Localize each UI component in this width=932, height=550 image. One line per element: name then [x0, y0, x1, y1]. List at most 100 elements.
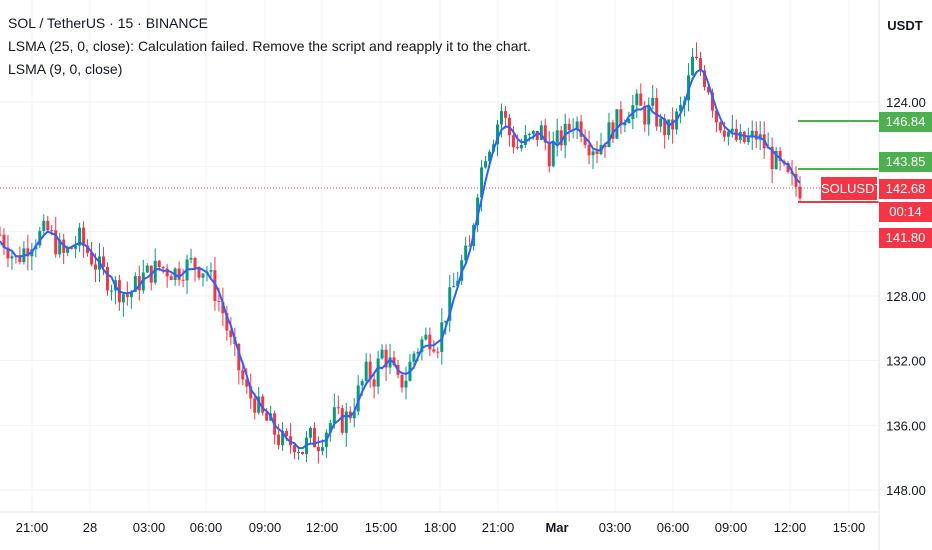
- candle-body: [340, 408, 344, 433]
- candle-body: [94, 264, 98, 270]
- time-tick-label: 03:00: [133, 520, 166, 535]
- candle-body: [285, 430, 289, 437]
- time-tick-label: 28: [83, 520, 97, 535]
- candle-body: [189, 258, 193, 260]
- candle-body: [54, 230, 58, 255]
- candle-body: [718, 122, 722, 131]
- red-level-tag: 141.80: [879, 228, 932, 248]
- candle-body: [539, 125, 543, 140]
- quote-currency-button[interactable]: USDT: [887, 18, 923, 33]
- candle-body: [70, 247, 74, 249]
- candle-body: [575, 121, 579, 130]
- candle-body: [368, 361, 372, 380]
- time-tick-label: 18:00: [424, 520, 457, 535]
- candle-body: [181, 279, 185, 281]
- candle-body: [129, 291, 133, 298]
- symbol-title[interactable]: SOL / TetherUS · 15 · BINANCE: [8, 15, 208, 31]
- candle-body: [615, 109, 619, 139]
- candle-body: [169, 276, 173, 280]
- candle-body: [336, 407, 340, 409]
- candle-body: [746, 137, 750, 143]
- candle-body: [774, 150, 778, 170]
- candle-body: [691, 56, 695, 76]
- candle-body: [428, 334, 432, 350]
- candle-body: [444, 320, 448, 323]
- candle-body: [316, 447, 320, 452]
- candle-body: [798, 186, 802, 199]
- candle-body: [726, 131, 730, 137]
- candle-body: [559, 130, 563, 146]
- candle-body: [488, 151, 492, 162]
- candle-body: [0, 234, 2, 236]
- candle-body: [663, 118, 667, 136]
- candle-body: [42, 220, 46, 231]
- candle-body: [611, 122, 615, 139]
- candle-body: [496, 124, 500, 145]
- time-tick-label: 09:00: [715, 520, 748, 535]
- candle-body: [543, 125, 547, 143]
- candle-body: [157, 260, 161, 268]
- candle-body: [364, 361, 368, 382]
- candle-body: [659, 118, 663, 127]
- candle-body: [778, 150, 782, 161]
- candle-body: [424, 334, 428, 340]
- candle-body: [380, 349, 384, 359]
- candle-body: [217, 300, 221, 302]
- candle-body: [360, 381, 364, 386]
- candle-body: [567, 123, 571, 131]
- candle-body: [209, 270, 213, 272]
- candle-body: [511, 135, 515, 148]
- countdown-tag: 00:14: [879, 202, 932, 222]
- indicator-lsma-25[interactable]: LSMA (25, 0, close): Calculation failed.…: [8, 38, 531, 54]
- candle-body: [388, 357, 392, 368]
- candle-body: [50, 230, 54, 232]
- candle-body: [754, 130, 758, 140]
- candle-body: [78, 227, 82, 246]
- candle-body: [384, 349, 388, 368]
- candle-body: [416, 351, 420, 354]
- candle-body: [786, 163, 790, 172]
- candle-body: [595, 151, 599, 154]
- indicator-lsma-9[interactable]: LSMA (9, 0, close): [8, 61, 123, 77]
- candle-body: [591, 151, 595, 156]
- candle-body: [643, 105, 647, 125]
- candle-body: [90, 252, 94, 265]
- price-tick-label: 132.00: [886, 354, 926, 369]
- candle-body: [133, 276, 137, 292]
- chart-grid: [0, 0, 879, 512]
- candle-body: [141, 272, 145, 291]
- time-tick-label: 12:00: [306, 520, 339, 535]
- price-tick-label: 148.00: [886, 483, 926, 498]
- candle-body: [125, 294, 129, 298]
- candle-body: [639, 93, 643, 106]
- candle-body: [261, 396, 265, 413]
- candle-body: [225, 313, 229, 331]
- candle-body: [603, 145, 607, 148]
- candle-body: [499, 111, 503, 125]
- candle-body: [531, 130, 535, 135]
- candle-body: [277, 434, 281, 446]
- time-tick-label: 12:00: [774, 520, 807, 535]
- candle-body: [619, 109, 623, 126]
- candle-body: [587, 144, 591, 156]
- candle-body: [249, 386, 253, 399]
- candle-body: [730, 128, 734, 132]
- candle-body: [722, 130, 726, 137]
- price-tick-label: 136.00: [886, 418, 926, 433]
- green-level-1-tag: 146.84: [879, 112, 932, 132]
- candle-body: [404, 380, 408, 388]
- candle-body: [579, 121, 583, 137]
- candle-body: [583, 136, 587, 145]
- candle-body: [515, 147, 519, 149]
- candle-body: [372, 379, 376, 387]
- candle-body: [651, 97, 655, 106]
- candle-body: [348, 411, 352, 419]
- candle-body: [468, 245, 472, 247]
- candle-body: [177, 268, 181, 280]
- candle-body: [758, 134, 762, 140]
- candle-body: [257, 396, 261, 413]
- candle-body: [412, 353, 416, 362]
- candle-body: [297, 451, 301, 453]
- price-axis-labels: 148.00 136.00 132.00 128.00 124.00: [886, 95, 926, 498]
